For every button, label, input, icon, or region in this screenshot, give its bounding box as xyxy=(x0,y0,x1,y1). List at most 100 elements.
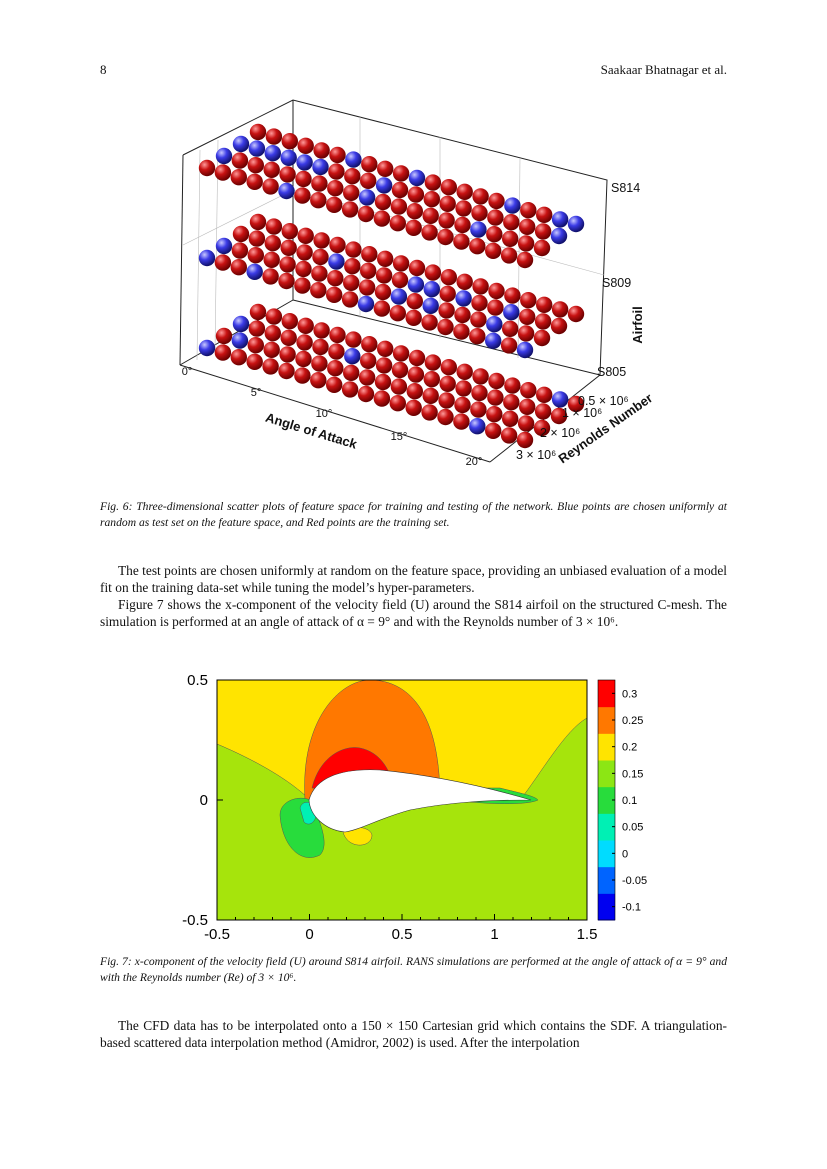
scatter-point xyxy=(455,290,472,307)
scatter-point xyxy=(424,264,442,281)
scatter-point xyxy=(312,158,329,176)
scatter-point xyxy=(486,226,503,243)
scatter-point xyxy=(453,233,470,250)
scatter-point xyxy=(407,366,425,383)
scatter-point xyxy=(517,415,535,432)
scatter-point xyxy=(440,359,457,376)
scatter-point xyxy=(377,160,394,177)
scatter-point xyxy=(438,302,455,319)
scatter-point xyxy=(247,157,264,174)
scatter-point xyxy=(567,215,585,233)
scatter-point xyxy=(343,274,360,291)
scatter-point xyxy=(408,169,426,187)
scatter-point xyxy=(502,410,519,427)
scatter-point xyxy=(454,216,471,234)
scatter-point xyxy=(329,146,346,164)
scatter-point xyxy=(439,375,456,392)
scatter-point xyxy=(296,244,313,261)
scatter-point xyxy=(471,384,488,402)
scatter-point xyxy=(485,332,502,349)
scatter-point xyxy=(327,360,344,377)
y-tick-label: 0.5 xyxy=(187,672,208,689)
re-tick: 2 × 10⁶ xyxy=(540,426,580,440)
scatter-point xyxy=(392,165,410,182)
scatter-point xyxy=(294,367,311,384)
colorbar-tick-label: 0.2 xyxy=(622,742,637,754)
x-tick-label: 1.5 xyxy=(577,926,598,943)
re-tick: 0.5 × 10⁶ xyxy=(578,394,629,408)
airfoil-tick: S814 xyxy=(611,181,640,195)
running-title: Saakaar Bhatnagar et al. xyxy=(600,62,727,77)
scatter-point xyxy=(453,323,470,340)
scatter-point xyxy=(470,221,487,238)
scatter-point xyxy=(390,288,408,305)
aoa-tick: 5° xyxy=(251,387,262,399)
scatter-point xyxy=(470,311,487,328)
scatter-point xyxy=(278,272,295,290)
scatter-point xyxy=(357,295,375,313)
scatter-point xyxy=(502,320,519,337)
colorbar-band xyxy=(598,680,615,708)
scatter-point xyxy=(423,191,440,208)
scatter-point xyxy=(567,305,585,323)
scatter-point xyxy=(503,214,520,231)
scatter-point xyxy=(265,218,283,235)
colorbar-band xyxy=(598,840,615,868)
scatter-point xyxy=(248,230,266,247)
colorbar-tick-label: 0.3 xyxy=(622,688,637,700)
scatter-point xyxy=(440,269,457,286)
scatter-point xyxy=(262,358,279,375)
scatter-point xyxy=(341,291,359,308)
scatter-point xyxy=(246,263,263,280)
contour-field xyxy=(217,680,587,920)
paragraph: Figure 7 shows the x-component of the ve… xyxy=(100,597,727,629)
scatter-point xyxy=(248,320,266,337)
scatter-point xyxy=(487,299,504,316)
scatter-point xyxy=(278,182,295,200)
scatter-point xyxy=(375,357,393,374)
scatter-point xyxy=(392,345,410,362)
aoa-tick: 0° xyxy=(182,366,193,378)
scatter-point xyxy=(374,283,392,301)
scatter-point xyxy=(536,296,553,313)
scatter-point xyxy=(265,308,283,325)
scatter-point xyxy=(390,198,408,215)
figure-6: 0° 5° 10° 15° 20° Angle of Attack 0.5 × … xyxy=(179,99,655,468)
scatter-point xyxy=(487,209,504,226)
x-tick-label: -0.5 xyxy=(204,926,230,943)
airfoil-tick: S809 xyxy=(602,276,631,290)
scatter-point xyxy=(486,316,503,333)
paragraph: The test points are chosen uniformly at … xyxy=(100,563,727,595)
scatter-point xyxy=(471,294,488,312)
scatter-point xyxy=(421,314,438,331)
scatter-point xyxy=(405,399,422,416)
scatter-point xyxy=(297,137,314,154)
scatter-point xyxy=(280,149,297,166)
scatter-point xyxy=(519,398,536,415)
scatter-point xyxy=(534,223,552,240)
scatter-point xyxy=(232,315,250,333)
scatter-point xyxy=(455,380,472,397)
scatter-point xyxy=(279,256,296,273)
scatter-point xyxy=(326,376,343,393)
scatter-point xyxy=(470,401,487,418)
scatter-point xyxy=(391,271,409,289)
scatter-point xyxy=(281,133,298,150)
colorbar-tick-label: 0.05 xyxy=(622,822,643,834)
scatter-point xyxy=(198,249,216,267)
scatter-point xyxy=(313,142,330,159)
scatter-point xyxy=(392,255,410,272)
colorbar-tick-label: 0.15 xyxy=(622,768,643,780)
scatter-point xyxy=(391,181,409,199)
scatter-point xyxy=(500,247,518,264)
scatter-point xyxy=(328,253,345,270)
scatter-point xyxy=(263,251,280,268)
scatter-point xyxy=(215,147,233,165)
scatter-point xyxy=(551,391,569,408)
scatter-point xyxy=(345,241,362,258)
scatter-point xyxy=(373,300,391,317)
scatter-point xyxy=(360,172,377,189)
scatter-point xyxy=(361,246,378,263)
scatter-point xyxy=(389,305,406,322)
